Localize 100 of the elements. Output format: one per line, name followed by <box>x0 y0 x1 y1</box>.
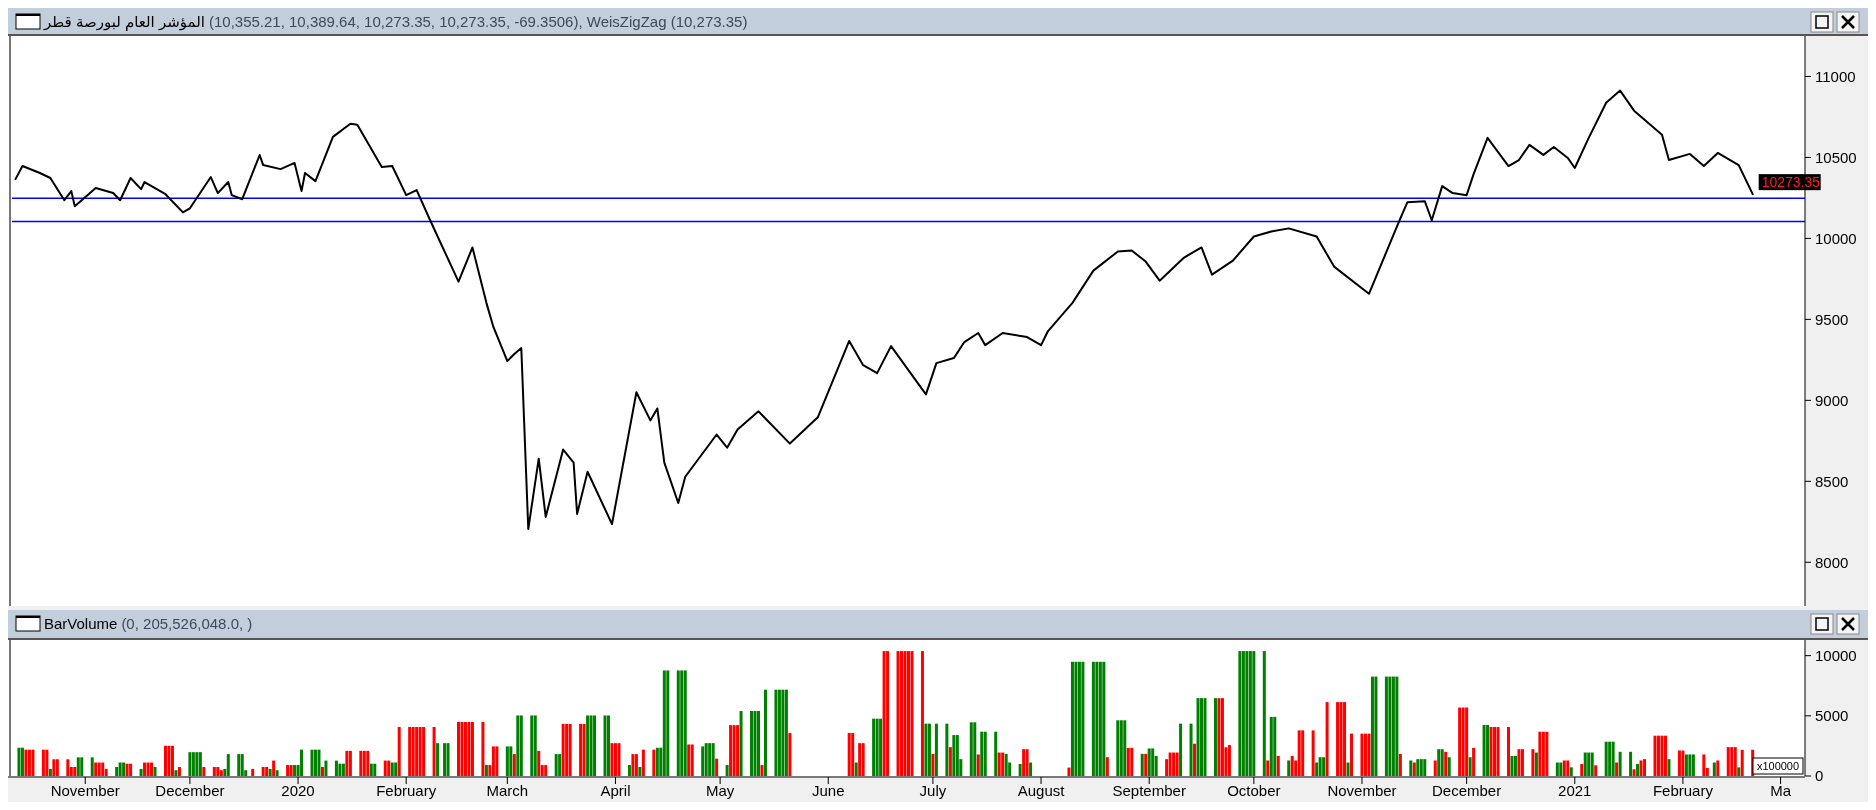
x-tick-label: December <box>155 782 225 799</box>
bar <box>1077 661 1081 776</box>
bar <box>1608 741 1612 776</box>
bar <box>1217 698 1221 776</box>
bar <box>715 758 719 776</box>
bar <box>1301 730 1305 776</box>
bar <box>1656 735 1660 776</box>
x-tick-label: September <box>1112 782 1186 799</box>
bar <box>1067 767 1071 776</box>
chart-title: المؤشر العام لبورصة قطر <box>43 13 205 31</box>
bar <box>750 711 754 776</box>
bar <box>1604 741 1608 776</box>
bar <box>463 721 467 776</box>
bar <box>1262 651 1266 776</box>
bar <box>561 723 565 776</box>
bar <box>341 763 345 776</box>
bar <box>1140 753 1144 776</box>
bar <box>1322 757 1326 776</box>
bar <box>980 731 984 776</box>
bar <box>641 749 645 776</box>
bar <box>261 766 265 776</box>
bar <box>879 718 883 776</box>
bar <box>212 766 216 776</box>
bar <box>509 746 513 776</box>
chart-title: BarVolume <box>44 615 118 632</box>
bar <box>1119 720 1123 776</box>
bar <box>1203 698 1207 776</box>
bar <box>1667 759 1671 776</box>
bar <box>994 731 998 776</box>
bar <box>1482 724 1486 776</box>
bar <box>1590 752 1594 776</box>
bar <box>505 746 509 776</box>
bar <box>275 770 279 776</box>
x-tick-label: April <box>600 782 631 799</box>
bar <box>1594 765 1598 776</box>
bar <box>1241 651 1245 776</box>
bar <box>1091 661 1095 776</box>
bar <box>973 722 977 776</box>
bar <box>924 723 928 776</box>
bar <box>634 754 638 776</box>
bar <box>676 670 680 776</box>
bar <box>1618 751 1622 776</box>
bar <box>1510 755 1514 776</box>
annotation: x100000 <box>1756 759 1800 772</box>
bar <box>45 749 49 776</box>
bar <box>530 715 534 776</box>
bar <box>422 727 426 776</box>
bar <box>1681 750 1685 776</box>
bar <box>286 765 290 776</box>
x-tick-label: February <box>1652 782 1714 799</box>
bar <box>701 746 705 776</box>
bar <box>362 750 366 776</box>
bar <box>690 744 694 776</box>
bar <box>1688 754 1692 776</box>
bar <box>177 766 181 776</box>
bar <box>1238 651 1242 776</box>
y-tick-label: 10500 <box>1815 148 1857 166</box>
bar <box>589 715 593 776</box>
bar <box>1367 733 1371 776</box>
bar <box>174 770 178 776</box>
bar <box>854 762 858 776</box>
bar <box>48 768 52 776</box>
bar <box>55 759 59 776</box>
bar <box>293 765 297 776</box>
bar <box>394 762 398 776</box>
bar <box>1151 748 1155 776</box>
bar <box>763 689 767 776</box>
bar <box>1555 762 1559 776</box>
bar <box>24 749 28 776</box>
bar <box>774 689 778 776</box>
bar <box>348 750 352 776</box>
bar <box>1098 661 1102 776</box>
bar <box>1580 763 1584 776</box>
y-tick-label: 5000 <box>1815 707 1849 725</box>
bar <box>955 735 959 776</box>
bar <box>952 735 956 776</box>
bar <box>41 749 45 776</box>
bar <box>533 715 537 776</box>
x-tick-label: October <box>1227 782 1281 799</box>
bar <box>317 749 321 776</box>
bar <box>945 723 949 776</box>
bar <box>52 759 56 776</box>
bar <box>94 762 98 776</box>
bar <box>910 651 914 776</box>
bar <box>662 670 666 776</box>
bar <box>607 715 610 776</box>
bar <box>491 746 495 776</box>
bar <box>1458 707 1462 776</box>
bar <box>1493 727 1497 776</box>
bar <box>931 753 935 776</box>
bar <box>300 749 304 776</box>
bar <box>593 715 597 776</box>
chart-subtitle: (10,355.21, 10,389.64, 10,273.35, 10,273.35, -69.3506), WeisZigZag (10,273.35) <box>208 13 748 30</box>
bar <box>216 766 220 776</box>
bar <box>565 723 569 776</box>
bar <box>1325 702 1329 776</box>
y-tick-label: 8500 <box>1815 472 1849 490</box>
bar <box>240 754 244 776</box>
bar <box>1569 767 1573 776</box>
x-tick-label: November <box>1327 782 1397 799</box>
